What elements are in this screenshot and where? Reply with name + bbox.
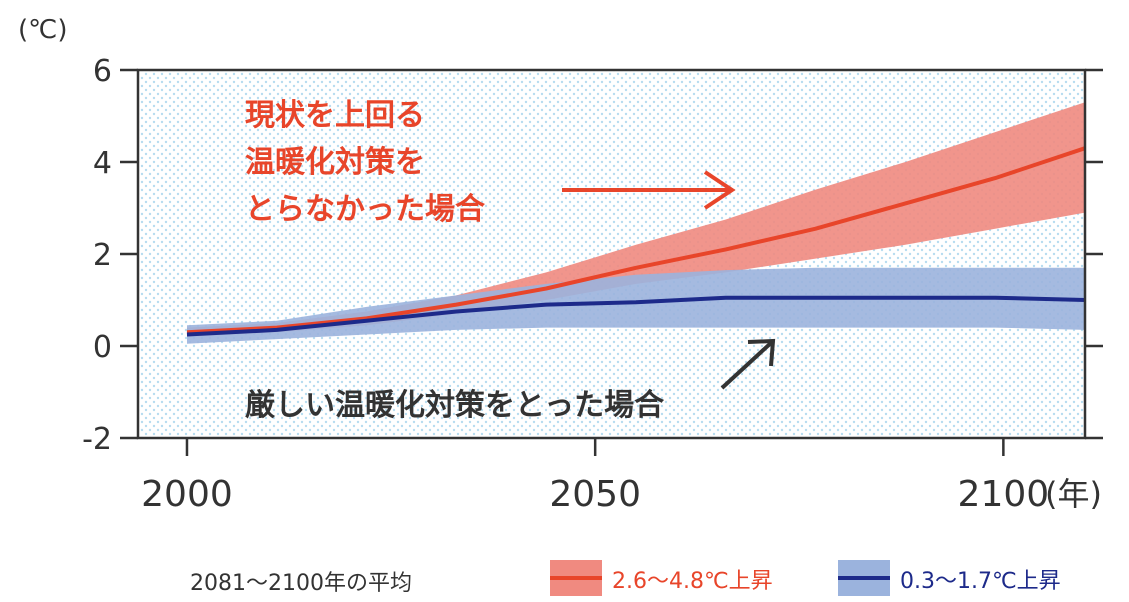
y-tick-label: 2 <box>93 238 112 273</box>
x-tick-label: 2100 <box>958 474 1050 515</box>
median-line <box>186 146 1086 335</box>
x-tick-label: 2050 <box>549 474 641 515</box>
y-tick-label: 4 <box>93 146 112 181</box>
annotation: 温暖化対策を <box>245 145 425 180</box>
annotation: 厳しい温暖化対策をとった場合 <box>245 388 664 423</box>
y-unit: (℃) <box>18 15 68 45</box>
x-unit: (年) <box>1045 475 1102 513</box>
y-tick-label: 0 <box>93 330 112 365</box>
arrow <box>562 170 736 210</box>
legend-label: 2.6～4.8℃上昇 <box>612 569 773 594</box>
y-tick-label: 6 <box>93 54 112 89</box>
legend-title: 2081～2100年の平均 <box>190 571 412 596</box>
x-tick-label: 2000 <box>141 474 233 515</box>
y-tick-label: -2 <box>82 422 112 457</box>
range-band <box>186 267 1085 344</box>
annotation: 現状を上回る <box>245 98 425 133</box>
range-band <box>186 102 1085 337</box>
legend-label: 0.3～1.7℃上昇 <box>900 569 1061 594</box>
median-line <box>186 295 1086 337</box>
arrow <box>720 338 776 390</box>
annotation: とらなかった場合 <box>245 192 485 227</box>
